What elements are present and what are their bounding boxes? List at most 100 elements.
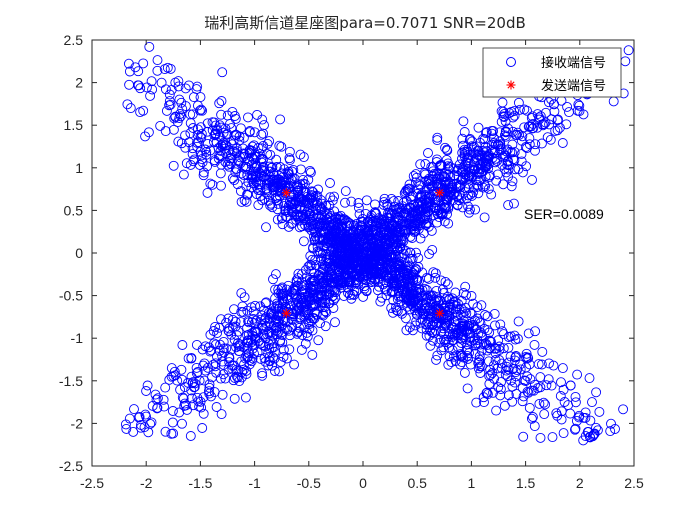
received-point <box>366 265 377 275</box>
received-point <box>146 417 157 428</box>
received-point <box>465 332 476 343</box>
received-point <box>202 161 213 172</box>
received-point <box>476 361 487 372</box>
received-point <box>471 397 482 408</box>
received-point <box>339 250 350 261</box>
received-point <box>152 403 163 414</box>
received-point <box>223 313 234 324</box>
received-point <box>513 316 524 327</box>
received-point <box>297 330 308 340</box>
received-point <box>456 338 467 348</box>
received-point <box>204 388 215 399</box>
received-point <box>257 340 268 351</box>
received-point <box>255 191 266 201</box>
received-point <box>425 340 436 351</box>
received-point <box>164 96 175 107</box>
received-point <box>296 293 306 303</box>
received-point <box>312 221 323 232</box>
received-point <box>502 156 513 167</box>
received-point <box>325 259 336 270</box>
received-point <box>541 380 552 391</box>
received-point <box>286 197 297 208</box>
received-point <box>515 364 526 375</box>
received-point <box>373 253 384 264</box>
received-point <box>415 159 426 170</box>
received-point <box>304 213 315 224</box>
received-point <box>519 104 530 115</box>
received-point <box>295 211 306 222</box>
received-point <box>574 412 584 423</box>
received-point <box>473 358 484 369</box>
received-point <box>544 119 555 130</box>
received-point <box>509 330 520 341</box>
received-point <box>168 371 179 382</box>
received-point <box>169 113 180 124</box>
received-point <box>255 353 266 364</box>
received-point <box>437 284 448 295</box>
received-point <box>469 315 480 326</box>
received-point <box>507 176 518 187</box>
received-point <box>440 276 451 287</box>
received-point <box>521 353 532 364</box>
received-point <box>320 321 331 332</box>
received-point <box>197 344 208 355</box>
received-point <box>180 400 191 411</box>
received-point <box>459 144 470 155</box>
received-point <box>152 55 163 66</box>
received-point <box>462 350 473 361</box>
received-point <box>229 304 239 315</box>
received-point <box>379 216 390 227</box>
received-point <box>484 343 495 353</box>
received-point <box>533 359 544 370</box>
received-point <box>405 194 416 205</box>
received-point <box>410 177 421 188</box>
received-point <box>443 169 454 180</box>
received-point <box>152 65 163 76</box>
received-point <box>423 273 434 284</box>
received-point <box>217 389 228 400</box>
received-point <box>264 328 275 339</box>
x-tick-label: -0.5 <box>297 475 321 491</box>
received-point <box>410 320 421 331</box>
received-point <box>495 384 506 394</box>
received-point <box>192 392 203 403</box>
received-point <box>277 213 288 223</box>
received-point <box>444 351 455 362</box>
received-point <box>439 216 450 227</box>
received-point <box>488 126 499 136</box>
received-point <box>463 201 474 212</box>
received-point <box>610 424 620 434</box>
legend-received-marker <box>506 57 516 67</box>
received-point <box>271 154 282 165</box>
received-point <box>472 179 483 190</box>
received-point <box>348 253 359 264</box>
received-point <box>363 254 374 265</box>
received-point <box>141 411 152 422</box>
received-point <box>388 281 399 292</box>
received-point <box>476 150 487 161</box>
received-point <box>543 97 554 108</box>
x-tick-label: 0.5 <box>407 475 427 491</box>
received-point <box>420 297 431 308</box>
received-point <box>503 357 514 368</box>
received-point <box>518 431 529 442</box>
received-point <box>430 272 441 283</box>
received-point <box>263 348 274 359</box>
received-point <box>200 144 211 155</box>
received-point <box>457 350 467 361</box>
received-point <box>230 129 241 140</box>
received-point <box>128 426 139 437</box>
received-point <box>138 58 149 69</box>
received-point <box>257 310 268 321</box>
received-point <box>475 368 486 378</box>
received-point <box>480 181 491 192</box>
received-point <box>328 303 339 313</box>
received-point <box>404 179 415 190</box>
sent-point <box>281 308 291 318</box>
received-point <box>231 142 242 153</box>
received-point <box>139 422 150 433</box>
received-point <box>165 99 176 110</box>
received-point <box>440 142 451 153</box>
x-tick-label: -1 <box>248 475 261 491</box>
received-point <box>376 292 387 303</box>
